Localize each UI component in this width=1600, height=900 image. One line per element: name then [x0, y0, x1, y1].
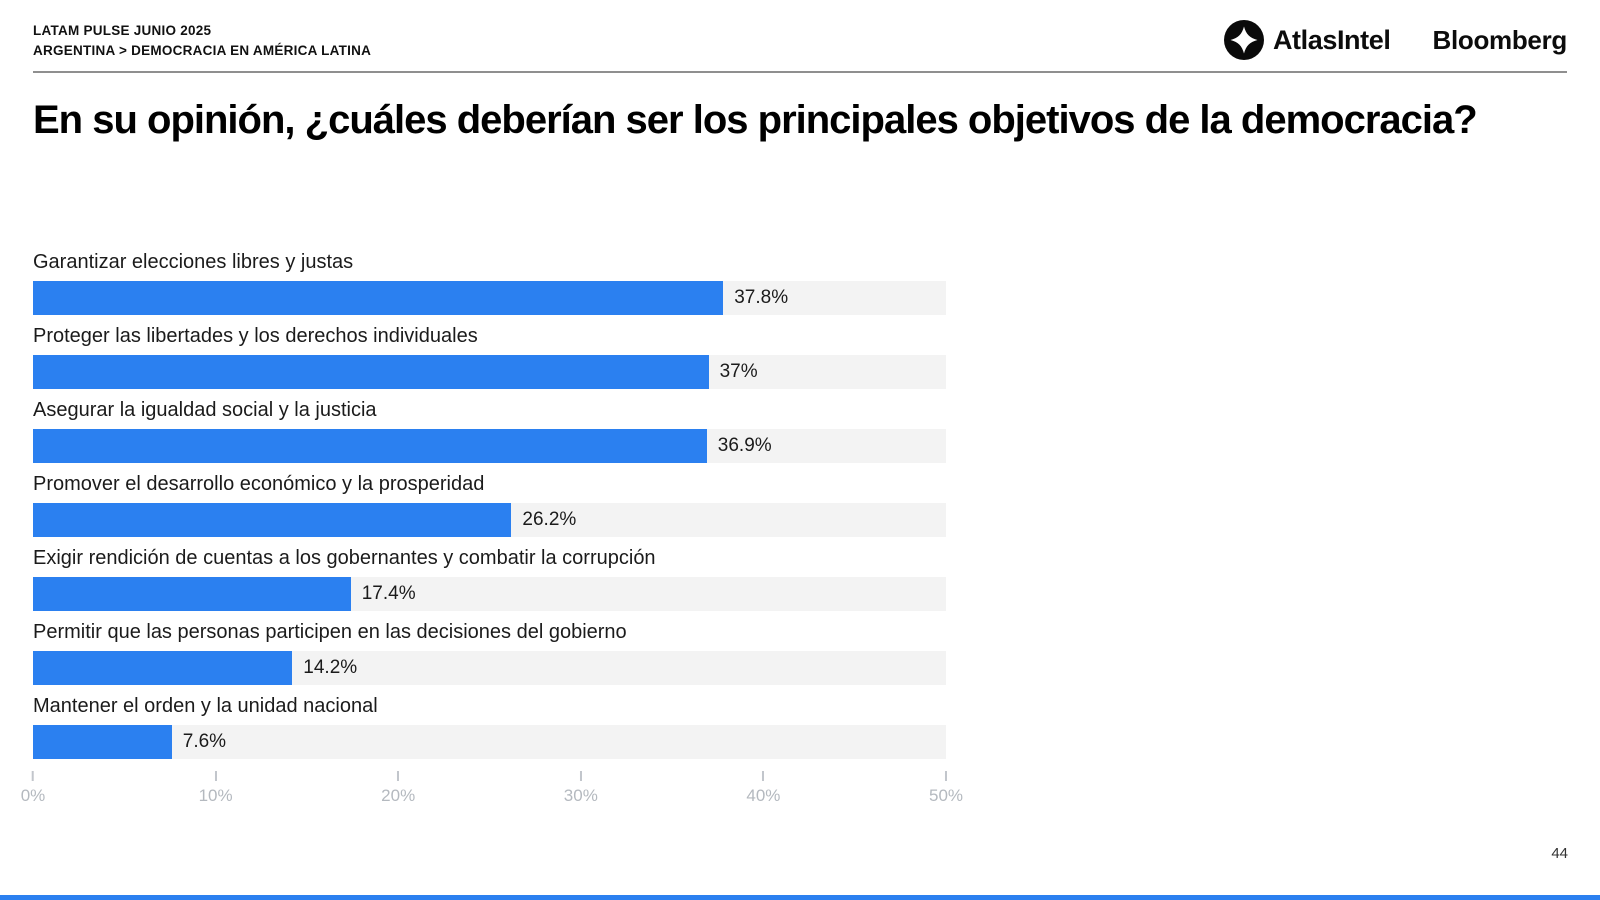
axis-tick-label: 50%: [928, 786, 964, 805]
bar-track: 37%: [33, 355, 946, 389]
axis-tick-mark: [762, 771, 765, 781]
axis-tick: 50%: [929, 771, 963, 806]
bar-row: Asegurar la igualdad social y la justici…: [33, 398, 946, 463]
bar-category-label: Mantener el orden y la unidad nacional: [33, 695, 378, 717]
footer-accent-strip: [0, 895, 1600, 900]
logo-group: AtlasIntel Bloomberg: [1223, 20, 1567, 60]
bar-row: Mantener el orden y la unidad nacional 7.…: [33, 694, 946, 759]
bar-track: 26.2%: [33, 503, 946, 537]
bloomberg-wordmark: Bloomberg: [1432, 24, 1567, 55]
atlasintel-star-icon: [1223, 20, 1264, 60]
bar-track: 37.8%: [33, 281, 946, 315]
breadcrumb: ARGENTINA > DEMOCRACIA EN AMÉRICA LATINA: [33, 43, 372, 58]
bar-track: 14.2%: [33, 651, 946, 685]
bar-track: 36.9%: [33, 429, 946, 463]
bar-category-label: Proteger las libertades y los derechos i…: [33, 325, 478, 347]
axis-tick-label: 30%: [563, 786, 598, 805]
bar-track: 17.4%: [33, 577, 946, 611]
bar-value-label: 37%: [719, 361, 758, 382]
axis-tick: 10%: [199, 771, 233, 806]
bar-fill: [33, 725, 172, 759]
bar-fill: [33, 281, 724, 315]
axis-tick-mark: [945, 771, 947, 781]
bar-category-label: Garantizar elecciones libres y justas: [33, 251, 354, 273]
bar-row: Promover el desarrollo económico y la pr…: [33, 472, 946, 537]
bar-track: 7.6%: [33, 725, 946, 759]
bar-fill: [33, 651, 293, 685]
axis-tick: 30%: [564, 771, 598, 806]
bar-fill: [33, 429, 707, 463]
bar-category-label: Exigir rendición de cuentas a los gobern…: [33, 547, 656, 569]
bar-fill: [33, 355, 709, 389]
axis-tick-label: 40%: [746, 786, 781, 805]
axis-tick: 0%: [20, 771, 46, 806]
axis-tick: 40%: [746, 771, 780, 806]
axis-tick-mark: [214, 771, 217, 781]
axis-tick-label: 10%: [198, 786, 233, 805]
bar-value-label: 26.2%: [522, 509, 577, 530]
bar-fill: [33, 577, 351, 611]
x-axis: 0% 10% 20% 30% 40% 50%: [21, 771, 963, 817]
header-divider: [33, 71, 1567, 73]
axis-tick-mark: [397, 771, 400, 781]
axis-tick-label: 0%: [20, 786, 46, 805]
bar-value-label: 14.2%: [303, 657, 358, 678]
bar-row: Permitir que las personas participen en …: [33, 620, 946, 685]
bar-fill: [33, 503, 512, 537]
bar-chart: Garantizar elecciones libres y justas 37.…: [21, 250, 963, 817]
bar-value-label: 17.4%: [361, 583, 416, 604]
bar-value-label: 7.6%: [182, 731, 227, 752]
axis-tick: 20%: [381, 771, 415, 806]
report-kicker: LATAM PULSE JUNIO 2025 ARGENTINA > DEMOC…: [33, 21, 371, 61]
axis-tick-label: 20%: [381, 786, 416, 805]
bar-row: Garantizar elecciones libres y justas 37.…: [33, 250, 946, 315]
bar-rows: Garantizar elecciones libres y justas 37.…: [33, 250, 946, 759]
axis-tick-mark: [579, 771, 582, 781]
page-title: En su opinión, ¿cuáles deberían ser los …: [33, 98, 1478, 142]
bar-row: Exigir rendición de cuentas a los gobern…: [33, 546, 946, 611]
atlasintel-wordmark: AtlasIntel: [1272, 24, 1391, 55]
bar-row: Proteger las libertades y los derechos i…: [33, 324, 946, 389]
bar-category-label: Permitir que las personas participen en …: [33, 621, 627, 643]
bar-category-label: Promover el desarrollo económico y la pr…: [33, 473, 485, 495]
bar-value-label: 37.8%: [734, 287, 789, 308]
axis-tick-mark: [31, 771, 34, 781]
atlasintel-logo: AtlasIntel: [1223, 20, 1391, 60]
report-name: LATAM PULSE JUNIO 2025: [33, 23, 212, 38]
bar-category-label: Asegurar la igualdad social y la justici…: [33, 399, 377, 421]
bar-value-label: 36.9%: [717, 435, 772, 456]
page-number: 44: [1551, 845, 1568, 862]
